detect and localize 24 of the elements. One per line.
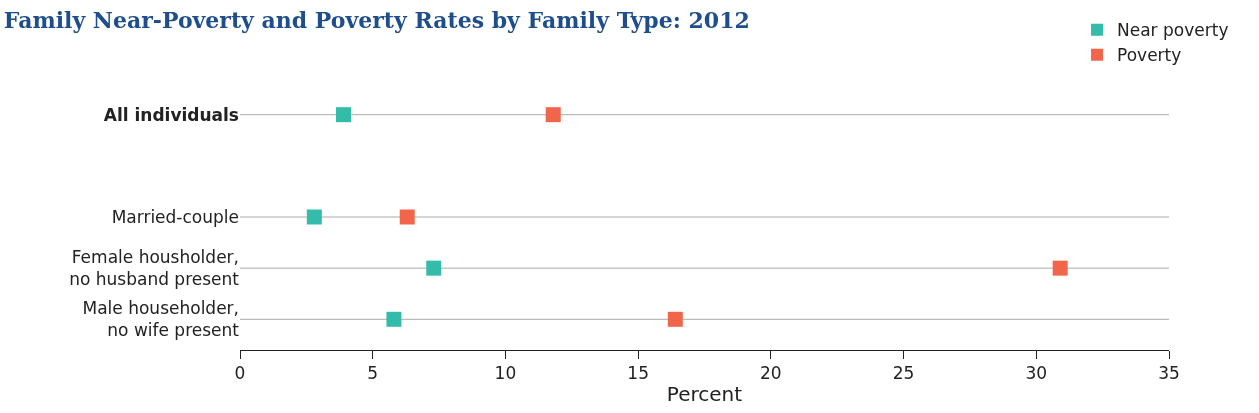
y-tick-label: Married-couple — [111, 206, 239, 227]
x-tick-label: 10 — [494, 363, 517, 384]
x-tick-label: 15 — [627, 363, 649, 384]
legend-label: Near poverty — [1117, 20, 1229, 41]
x-tick-label: 35 — [1158, 363, 1180, 384]
x-tick-label: 0 — [234, 363, 246, 384]
point — [1052, 260, 1068, 276]
y-tick-label: All individuals — [103, 104, 239, 125]
x-tick-label: 25 — [892, 363, 915, 384]
y-tick-label: Female housholder, no husband present — [69, 247, 240, 290]
chart-title: Family Near-Poverty and Poverty Rates by Family Type: 2012 — [3, 6, 750, 33]
x-tick-label: 30 — [1025, 363, 1048, 384]
point — [306, 209, 322, 225]
x-axis-title: Percent — [666, 381, 743, 406]
x-tick-label: 20 — [760, 363, 782, 384]
x-tick-label: 5 — [367, 363, 379, 384]
point — [399, 209, 415, 225]
point — [426, 260, 442, 276]
point — [386, 311, 402, 327]
legend-label: Poverty — [1117, 45, 1182, 66]
point — [667, 311, 683, 327]
point — [545, 107, 561, 123]
y-tick-label: Male householder, no wife present — [82, 298, 240, 341]
point — [336, 107, 352, 123]
